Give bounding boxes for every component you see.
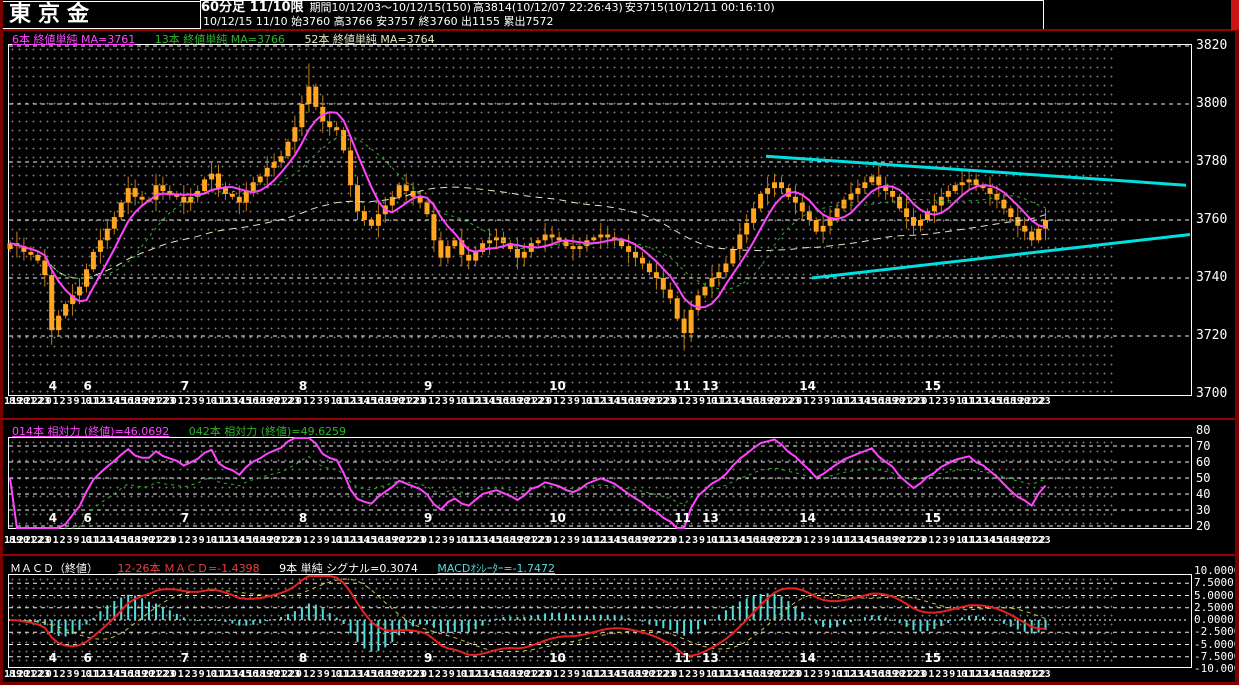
- macd-value-label: 12-26本 ＭＡＣＤ=-1.4398: [117, 562, 260, 575]
- session-high-label: 高3814(10/12/07 22:26:43): [472, 1, 623, 14]
- window-title-box: 東京金: [2, 1, 206, 29]
- ma-legend: 6本 終値単純 MA=3761 13本 終値単純 MA=3766 52本 終値単…: [12, 31, 451, 47]
- rsi14-legend-label: 014本 相対力 (終値)=46.0692: [12, 425, 170, 438]
- panel-separator-1: [0, 418, 1239, 420]
- frame-bottom: [0, 682, 1239, 685]
- panel-separator-2: [0, 554, 1239, 556]
- frame-right: [1235, 0, 1239, 685]
- chart-info-line: 60分足 11/10限 期間10/12/03～10/12/15(150) 高3814…: [201, 1, 1043, 15]
- rsi42-legend-label: 042本 相対力 (終値)=49.6259: [188, 425, 347, 438]
- period-range-label: 期間10/12/03～10/12/15(150): [309, 1, 471, 14]
- session-low-label: 安3715(10/12/11 00:16:10): [624, 1, 775, 14]
- ma6-legend-label: 6本 終値単純 MA=3761: [12, 33, 136, 46]
- frame-left: [0, 0, 3, 685]
- macd-title-label: ＭＡＣＤ（終値）: [10, 562, 98, 575]
- macd-legend: ＭＡＣＤ（終値） 12-26本 ＭＡＣＤ=-1.4398 9本 単純 シグナル=…: [10, 560, 571, 576]
- rsi-panel[interactable]: [8, 437, 1192, 529]
- macd-panel[interactable]: [8, 574, 1192, 668]
- price-panel[interactable]: [8, 44, 1192, 396]
- macd-oscillator-label: MACDｵｼﾚｰﾀｰ=-1.7472: [437, 562, 555, 575]
- price-grid-dots: [9, 45, 1115, 393]
- frame-right-accent: [1231, 0, 1239, 30]
- rsi-grid-dots: [9, 438, 1115, 526]
- timeframe-contract-label: 60分足 11/10限: [201, 1, 304, 15]
- ma13-legend-label: 13本 終値単純 MA=3766: [154, 33, 285, 46]
- page-title: 東京金: [9, 2, 97, 27]
- header-info-box: 60分足 11/10限 期間10/12/03～10/12/15(150) 高3814…: [200, 0, 1044, 30]
- rsi-legend: 014本 相対力 (終値)=46.0692 042本 相対力 (終値)=49.6…: [12, 423, 362, 439]
- macd-signal-label: 9本 単純 シグナル=0.3074: [279, 562, 418, 575]
- header-separator: [0, 29, 1239, 31]
- ma52-legend-label: 52本 終値単純 MA=3764: [304, 33, 435, 46]
- quote-line: 10/12/15 11/10 始3760 高3766 安3757 終3760 出…: [203, 15, 554, 28]
